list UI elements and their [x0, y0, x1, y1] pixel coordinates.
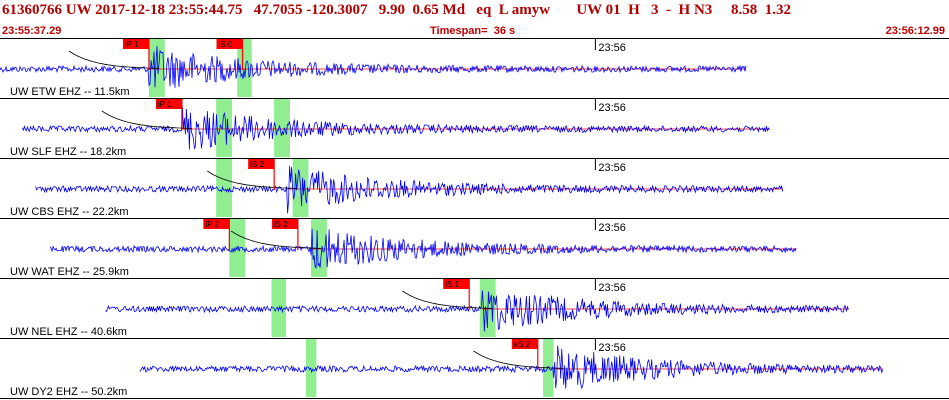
- pick-label: iS 2: [274, 220, 288, 229]
- timespan-label: Timespan=: [430, 25, 488, 37]
- arrival-window: [274, 99, 290, 157]
- network: UW: [65, 2, 92, 18]
- minute-label: 23:56: [598, 102, 626, 114]
- seismogram-traces: 23:56 iP 1 iS 0 UW ETW EHZ -- 11.5km 23:56 iP…: [0, 38, 949, 399]
- pick-flag: [511, 339, 538, 349]
- trace-panel: 23:56 iS 2 UW CBS EHZ -- 22.2km: [0, 159, 949, 219]
- pick-label: iP 1: [125, 40, 139, 49]
- pick-label: iS 0: [219, 40, 233, 49]
- network-secondary: UW: [576, 2, 602, 18]
- trace-panel: 23:56 iP 2 iS 2 UW WAT EHZ -- 25.9km: [0, 219, 949, 279]
- h-label: H: [628, 2, 640, 18]
- trace-panel: 23:56 eS 2 UW DY2 EHZ -- 50.2km: [0, 339, 949, 399]
- travel-time-curve: [402, 290, 493, 309]
- event-type: eq: [476, 2, 492, 18]
- hn-label: H N3: [678, 2, 713, 18]
- pick-flag: [443, 279, 470, 289]
- code: 01: [605, 2, 621, 18]
- travel-time-curve: [473, 350, 564, 369]
- waveform: [22, 106, 770, 150]
- event-header: 61360766 UW 2017-12-18 23:55:44.75 47.70…: [0, 0, 949, 38]
- timespan-value: 36 s: [493, 25, 516, 37]
- event-id: 61360766: [2, 2, 62, 18]
- start-time: 23:55:37.29: [2, 25, 62, 37]
- pick-label: eS 2: [514, 340, 531, 349]
- pick-label: iS 2: [250, 160, 264, 169]
- timespan: Timespan= 36 s: [430, 25, 515, 37]
- minute-label: 23:56: [598, 162, 626, 174]
- review-flag: L: [498, 2, 508, 18]
- end-time: 23:56:12.99: [885, 25, 945, 37]
- pick-flag: [122, 39, 149, 49]
- pick-label: iS 1: [445, 280, 459, 289]
- author: amyw: [511, 2, 551, 18]
- event-datetime: 2017-12-18 23:55:44.75: [95, 2, 243, 18]
- pick-flag: [203, 219, 230, 229]
- station-label: UW DY2 EHZ -- 50.2km: [10, 386, 127, 398]
- dash: -: [666, 2, 672, 18]
- longitude: -120.3007: [306, 2, 368, 18]
- value-1: 8.58: [731, 2, 758, 18]
- pick-label: iP 1: [158, 100, 172, 109]
- minute-label: 23:56: [598, 222, 626, 234]
- magnitude: 0.65 Md: [412, 2, 466, 18]
- travel-time-curve: [68, 50, 159, 69]
- waveform: [0, 46, 747, 88]
- waveform: [105, 290, 849, 332]
- trace-panel: 23:56 iP 1 iS 0 UW ETW EHZ -- 11.5km: [0, 39, 949, 99]
- depth: 9.90: [378, 2, 406, 18]
- pick-flag: [271, 219, 298, 229]
- pick-flag: [155, 99, 182, 109]
- station-label: UW ETW EHZ -- 11.5km: [10, 86, 130, 98]
- station-label: UW CBS EHZ -- 22.2km: [10, 206, 129, 218]
- trace-panel: 23:56 iP 1 UW SLF EHZ -- 18.2km: [0, 99, 949, 159]
- arrival-window: [216, 159, 232, 217]
- pick-flag: [216, 39, 243, 49]
- event-summary-line: 61360766 UW 2017-12-18 23:55:44.75 47.70…: [2, 2, 791, 19]
- h-count: 3: [651, 2, 659, 18]
- minute-label: 23:56: [598, 42, 626, 54]
- pick-flag: [248, 159, 275, 169]
- latitude: 47.7055: [253, 2, 303, 18]
- travel-time-curve: [207, 170, 298, 189]
- pick-label: iP 2: [205, 220, 219, 229]
- value-2: 1.32: [764, 2, 792, 18]
- arrival-window: [216, 99, 232, 157]
- waveform: [35, 165, 783, 214]
- travel-time-curve: [101, 110, 192, 129]
- trace-panel: 23:56 iS 1 UW NEL EHZ -- 40.6km: [0, 279, 949, 339]
- waveform: [49, 228, 797, 269]
- arrival-window: [237, 39, 252, 97]
- waveform: [139, 345, 884, 390]
- minute-label: 23:56: [598, 342, 626, 354]
- minute-label: 23:56: [598, 282, 626, 294]
- station-label: UW SLF EHZ -- 18.2km: [10, 146, 126, 158]
- station-label: UW NEL EHZ -- 40.6km: [10, 326, 127, 338]
- station-label: UW WAT EHZ -- 25.9km: [10, 266, 129, 278]
- travel-time-curve: [230, 230, 322, 249]
